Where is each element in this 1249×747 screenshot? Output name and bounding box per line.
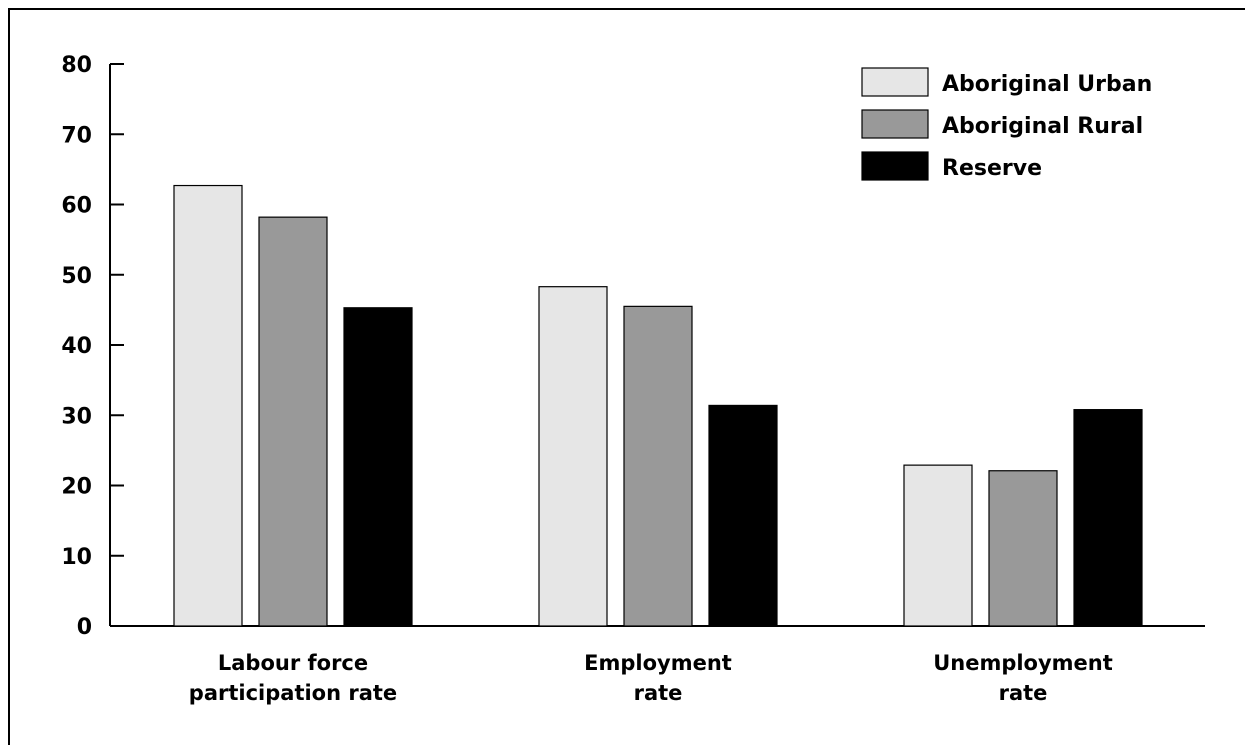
legend-swatch (861, 67, 929, 97)
legend-label: Aboriginal Rural (942, 114, 1143, 139)
bar-reserve (708, 404, 778, 627)
x-category-label: rate (999, 681, 1048, 705)
legend-swatch (861, 109, 929, 139)
y-tick-label: 20 (61, 475, 92, 500)
bar-aboriginal-rural (988, 470, 1058, 627)
bar-aboriginal-rural (258, 216, 328, 627)
chart-frame (8, 8, 1245, 745)
y-tick-label: 0 (77, 615, 92, 640)
y-tick-label: 50 (61, 264, 92, 289)
x-category-label: Unemployment (933, 651, 1113, 675)
bar-aboriginal-rural (623, 305, 693, 627)
bar-reserve (343, 307, 413, 627)
bar-aboriginal-urban (903, 464, 973, 627)
y-tick-label: 80 (61, 53, 92, 78)
legend-label: Reserve (942, 156, 1042, 181)
legend-label: Aboriginal Urban (942, 72, 1152, 97)
y-tick-label: 60 (61, 194, 92, 219)
bar-aboriginal-urban (173, 184, 243, 627)
x-category-label: Employment (584, 651, 732, 675)
bar-aboriginal-urban (538, 286, 608, 627)
x-category-label: Labour force (218, 651, 368, 675)
x-axis-labels: Labour force participation rate Employment… (189, 651, 1113, 705)
y-tick-label: 30 (61, 404, 92, 429)
legend: Aboriginal Urban Aboriginal Rural Reserve (861, 67, 1152, 181)
y-tick-label: 70 (61, 123, 92, 148)
x-category-label: rate (634, 681, 683, 705)
x-category-label: participation rate (189, 681, 397, 705)
bars (173, 184, 1143, 627)
y-axis-ticks: 0 10 20 30 40 50 60 70 80 (61, 53, 124, 640)
y-tick-label: 40 (61, 334, 92, 359)
legend-swatch (861, 151, 929, 181)
bar-reserve (1073, 409, 1143, 627)
y-tick-label: 10 (61, 545, 92, 570)
